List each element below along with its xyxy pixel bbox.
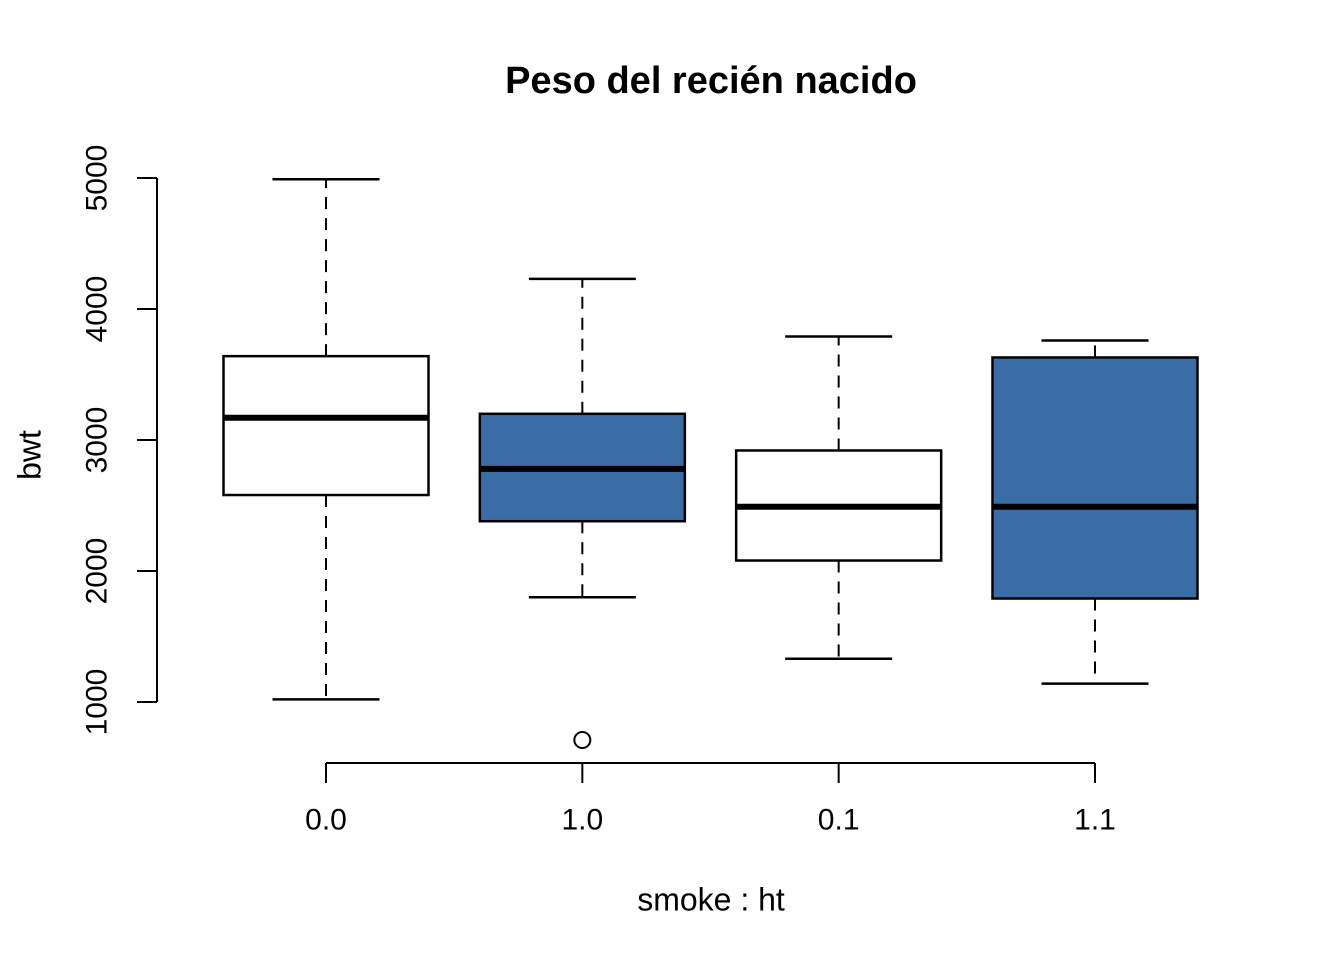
x-tick-label: 0.0 [305,804,347,837]
y-tick-label: 3000 [81,407,114,474]
y-tick-label: 2000 [81,538,114,605]
outlier-point [573,730,592,749]
y-tick-label: 4000 [81,276,114,343]
chart-title: Peso del recién nacido [505,60,917,102]
x-tick-label: 1.1 [1074,804,1116,837]
box-1.1 [991,356,1199,600]
x-tick-label: 0.1 [818,804,860,837]
x-tick-label: 1.0 [561,804,603,837]
y-tick-label: 5000 [81,145,114,212]
y-tick-label: 1000 [81,669,114,736]
box-0.0 [222,354,430,497]
x-axis-label: smoke : ht [637,881,785,918]
